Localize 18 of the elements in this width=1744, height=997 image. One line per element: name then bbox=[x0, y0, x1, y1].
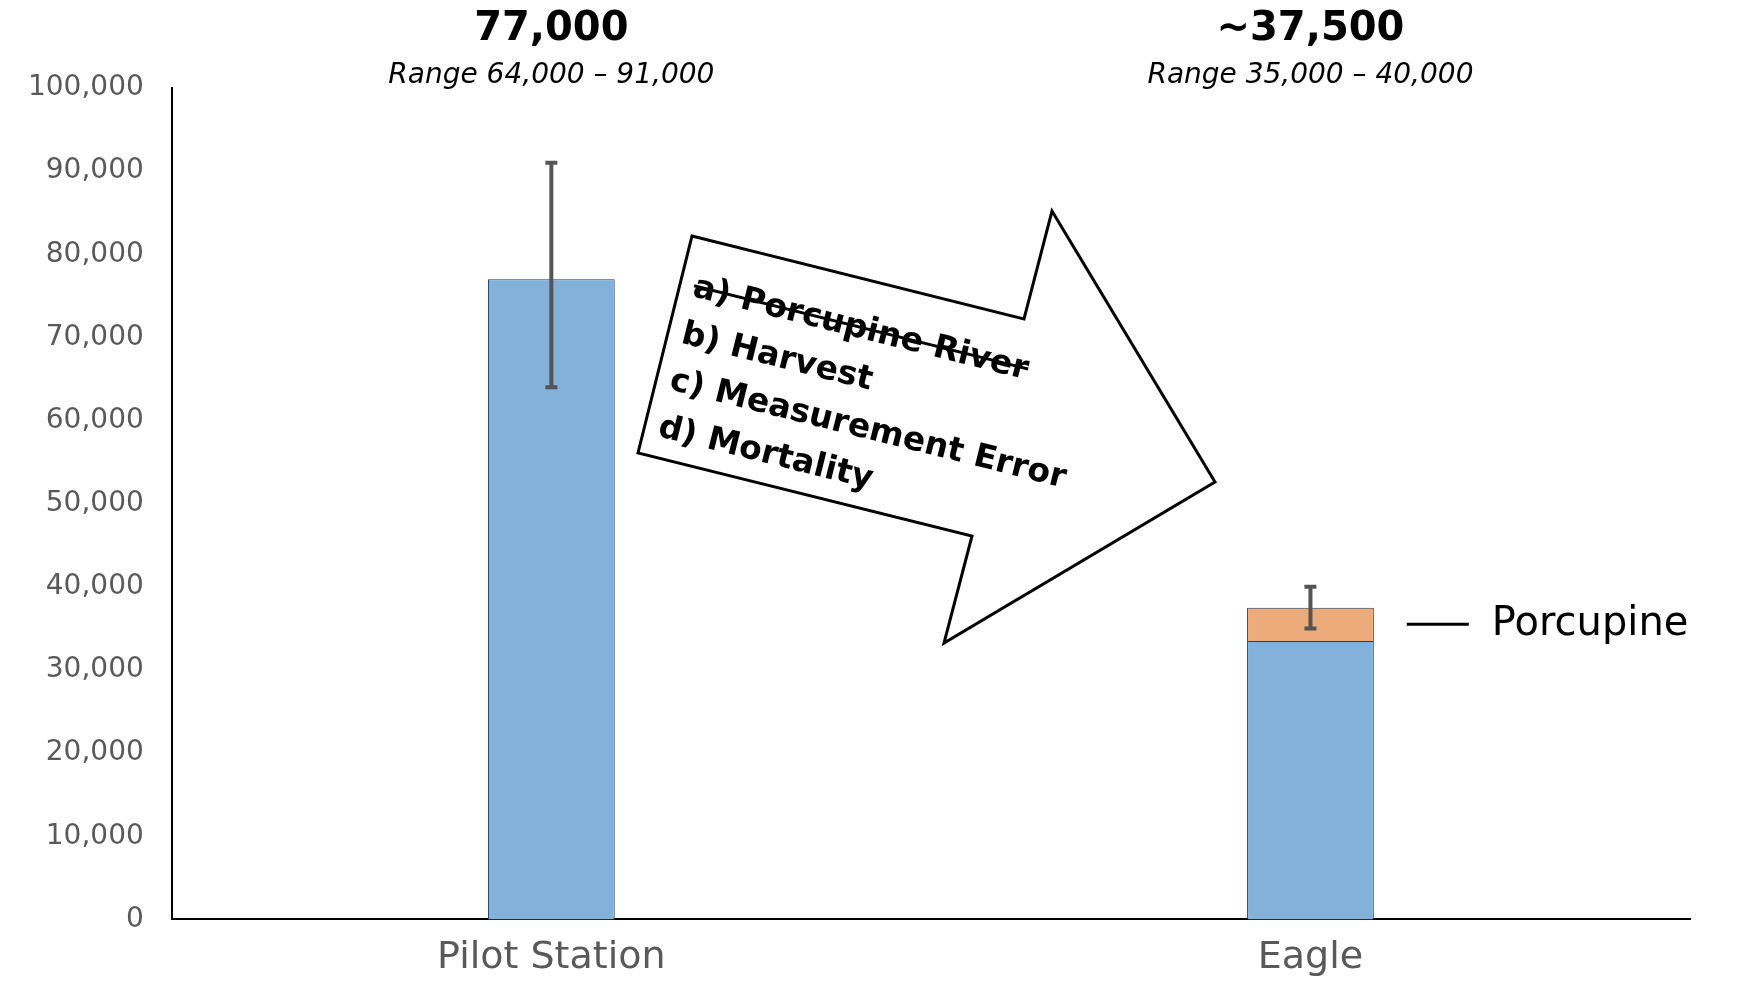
text: Porcupine bbox=[1491, 597, 1689, 644]
text: 77,000 bbox=[474, 3, 629, 50]
text: ~37,500 bbox=[1216, 3, 1405, 50]
y-tick-label: 100,000 bbox=[27, 69, 144, 103]
x-tick-label: Eagle bbox=[1257, 933, 1364, 978]
annotation: Range 64,000 – 91,000 bbox=[388, 57, 715, 91]
y-tick-label: 10,000 bbox=[45, 817, 144, 851]
y-tick-label: 80,000 bbox=[45, 235, 144, 269]
y-tick-label: 0 bbox=[125, 900, 144, 934]
x-tick-label: Pilot Station bbox=[437, 933, 666, 978]
annotation: Range 35,000 – 40,000 bbox=[1147, 57, 1474, 91]
y-tick-label: 40,000 bbox=[45, 568, 144, 602]
y-tick-label: 20,000 bbox=[45, 734, 144, 768]
y-tick-label: 50,000 bbox=[45, 484, 144, 518]
y-tick-label: 30,000 bbox=[45, 651, 144, 685]
y-tick-label: 70,000 bbox=[45, 318, 144, 352]
y-tick-label: 60,000 bbox=[45, 401, 144, 435]
y-tick-label: 90,000 bbox=[45, 152, 144, 186]
